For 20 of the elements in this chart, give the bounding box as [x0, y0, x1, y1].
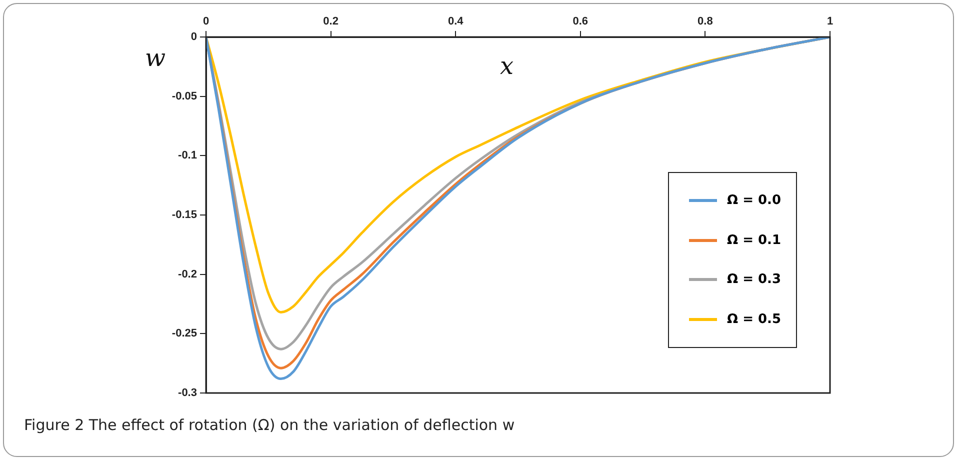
y-tick-label: -0.1	[178, 150, 197, 162]
legend-label: Ω = 0.3	[727, 272, 782, 288]
x-tick-label: 1	[826, 15, 834, 28]
y-tick-label: -0.05	[172, 90, 197, 102]
x-tick-label: 0	[202, 15, 210, 28]
x-tick-label: 0.4	[448, 15, 464, 28]
y-tick-label: -0.15	[172, 209, 197, 222]
legend-label: Ω = 0.5	[727, 312, 782, 327]
legend-label: Ω = 0.0	[727, 193, 782, 208]
y-tick-label: 0	[190, 31, 197, 44]
y-axis-title: w	[145, 44, 166, 72]
y-tick-label: -0.2	[178, 268, 197, 280]
x-tick-label: 0.8	[698, 15, 713, 28]
caption: Figure 2 The effect of rotation (Ω) on the variation of deflection w	[24, 416, 515, 434]
x-axis-title: x	[500, 52, 514, 80]
x-tick-label: 0.2	[323, 15, 338, 28]
legend-label: Ω = 0.1	[727, 232, 782, 248]
y-tick-label: -0.3	[178, 387, 197, 400]
x-tick-label: 0.6	[572, 15, 588, 28]
y-tick-label: -0.25	[172, 328, 197, 340]
